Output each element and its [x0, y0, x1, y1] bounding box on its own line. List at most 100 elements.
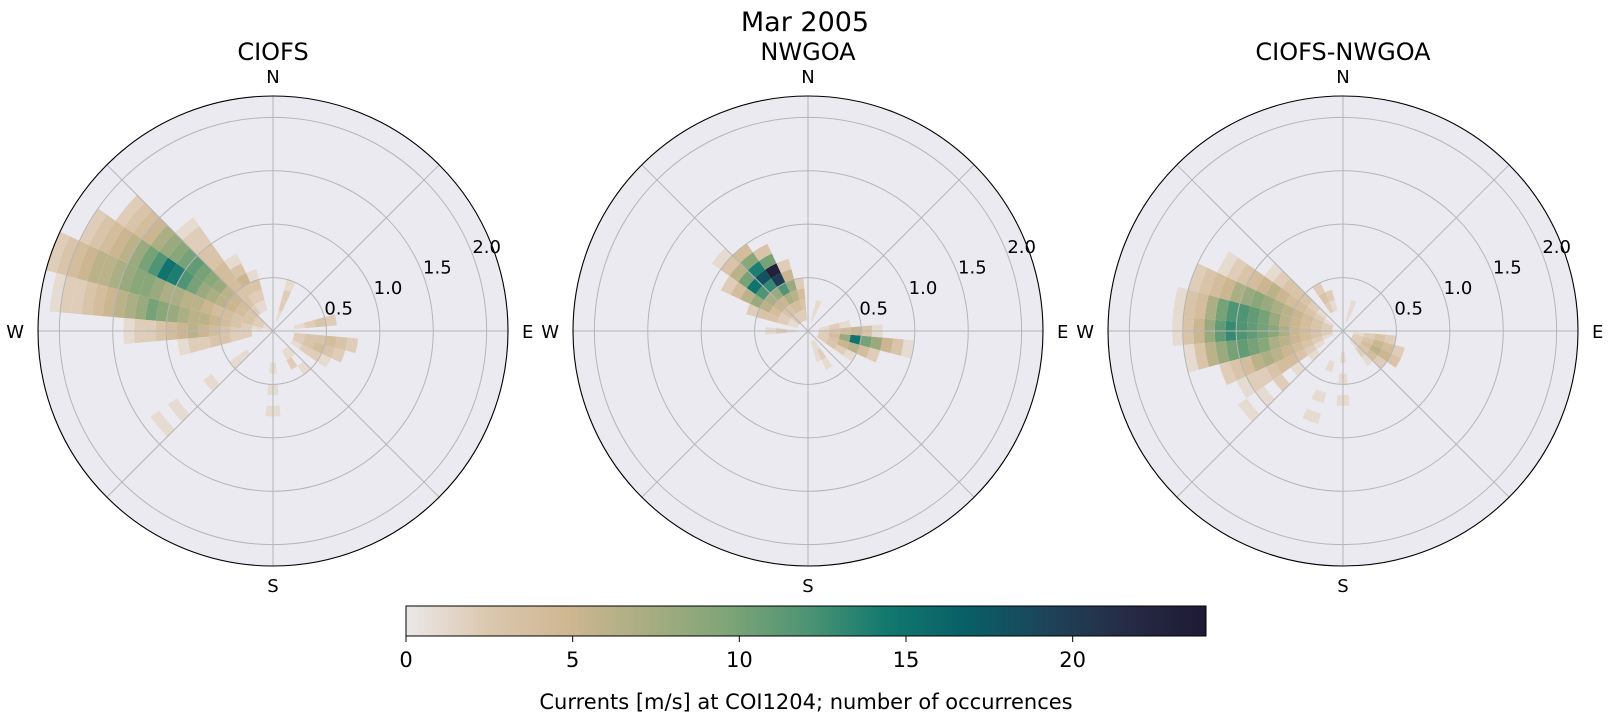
rose-cell — [234, 306, 247, 318]
rose-cell — [219, 317, 232, 328]
radial-tick-label: 1.5 — [1493, 258, 1522, 279]
rose-cell — [1215, 341, 1230, 365]
rose-cell — [248, 292, 260, 305]
rose-cell — [828, 332, 840, 340]
rose-cell — [185, 255, 206, 276]
rose-cell — [243, 312, 256, 322]
rose-cell — [821, 357, 833, 370]
rose-cell — [202, 373, 221, 392]
rose-cell — [1257, 337, 1271, 354]
colorbar-tick-label: 0 — [399, 648, 412, 672]
rose-cell — [278, 300, 287, 312]
rose-cell — [765, 263, 781, 279]
rose-cell — [792, 313, 802, 324]
rose-cell — [1281, 303, 1295, 318]
rose-cell — [1264, 263, 1283, 282]
rose-cell — [1225, 300, 1240, 322]
polar-panel: 0.5 1.0 1.5 2.0 N E S W NWGOA — [541, 38, 1068, 597]
rose-cell — [250, 304, 261, 316]
rose-cell — [166, 303, 181, 323]
rose-cell — [1291, 308, 1305, 320]
radial-tick-label: 0.5 — [324, 299, 353, 320]
rose-cell — [321, 344, 335, 359]
compass-label-e: E — [522, 322, 533, 343]
rose-cell — [1312, 282, 1325, 296]
colorbar-tick-label: 10 — [726, 648, 753, 672]
compass-label-s: S — [1337, 576, 1348, 597]
panels: 0.5 1.0 1.5 2.0 N E S W CIOFS 0.5 1.0 1.5 2.0 N E S W NWG… — [6, 38, 1603, 597]
rose-cell — [137, 245, 160, 273]
rose-cell — [156, 257, 177, 282]
rose-cell — [1284, 294, 1300, 309]
rose-cell — [331, 347, 346, 363]
rose-cell — [176, 247, 198, 270]
rose-cell — [1307, 349, 1321, 362]
rose-cell — [241, 322, 253, 330]
polar-frame — [1107, 95, 1579, 567]
rose-cell — [81, 281, 98, 316]
rose-cell — [253, 318, 265, 327]
rose-cell — [1322, 333, 1334, 341]
rose-cell — [818, 331, 830, 337]
rose-cell — [190, 294, 206, 312]
radial-tick-label: 1.5 — [958, 258, 987, 279]
rose-cell — [245, 269, 260, 283]
rose-cell — [167, 398, 190, 422]
rose-cell — [316, 353, 332, 368]
rose-cell — [138, 272, 157, 298]
rose-cell — [49, 272, 67, 313]
polar-panel: 0.5 1.0 1.5 2.0 N E S W CIOFS — [6, 38, 533, 597]
rose-cell — [263, 324, 273, 331]
rose-cell — [150, 410, 175, 437]
rose-cell — [87, 249, 109, 285]
angular-grid-line — [272, 164, 440, 332]
rose-cell — [251, 325, 263, 331]
rose-cell — [752, 243, 772, 261]
rose-cell — [1257, 308, 1271, 325]
rose-cell — [242, 295, 255, 309]
rose-cell — [230, 263, 246, 279]
rose-cell — [777, 282, 790, 296]
rose-cell — [1313, 312, 1326, 322]
colorbar-tick-label: 5 — [566, 648, 579, 672]
colorbar-tick-label: 15 — [893, 648, 920, 672]
rose-cell — [1307, 300, 1321, 313]
rose-cell — [194, 263, 213, 282]
rose-cell — [838, 333, 851, 343]
rose-cell — [250, 279, 262, 293]
rose-cell — [223, 253, 242, 270]
rose-cell — [1236, 339, 1251, 359]
rose-cell — [772, 300, 786, 313]
rose-cell — [1194, 343, 1209, 370]
rose-cell — [1270, 347, 1285, 363]
rose-cell — [789, 301, 799, 314]
rose-cell — [128, 267, 148, 296]
rose-cell — [209, 335, 222, 348]
rose-cell — [1183, 344, 1199, 373]
rose-cell — [817, 348, 827, 361]
rose-cell — [113, 289, 129, 318]
rose-cell — [1355, 346, 1366, 358]
rose-cell — [838, 319, 851, 329]
rose-cell — [720, 275, 738, 295]
rose-cell — [1250, 290, 1266, 309]
rose-cell — [308, 349, 322, 362]
rose-cell — [293, 322, 305, 330]
rose-cell — [292, 336, 304, 345]
polar-frame — [37, 95, 509, 567]
radial-tick-label: 1.5 — [423, 258, 452, 279]
rose-cell — [1304, 344, 1317, 356]
rose-cell — [732, 243, 753, 264]
rose-cell — [311, 342, 325, 354]
rose-cells — [1172, 251, 1405, 424]
rose-cell — [837, 339, 850, 350]
rose-cell — [1322, 321, 1334, 329]
rose-cell — [1386, 353, 1402, 368]
rose-cell — [1348, 300, 1357, 312]
rose-cell — [880, 337, 894, 354]
rose-cell — [345, 337, 359, 354]
compass-label-s: S — [267, 576, 278, 597]
rose-cell — [1323, 318, 1335, 327]
rose-cell — [1198, 267, 1218, 296]
